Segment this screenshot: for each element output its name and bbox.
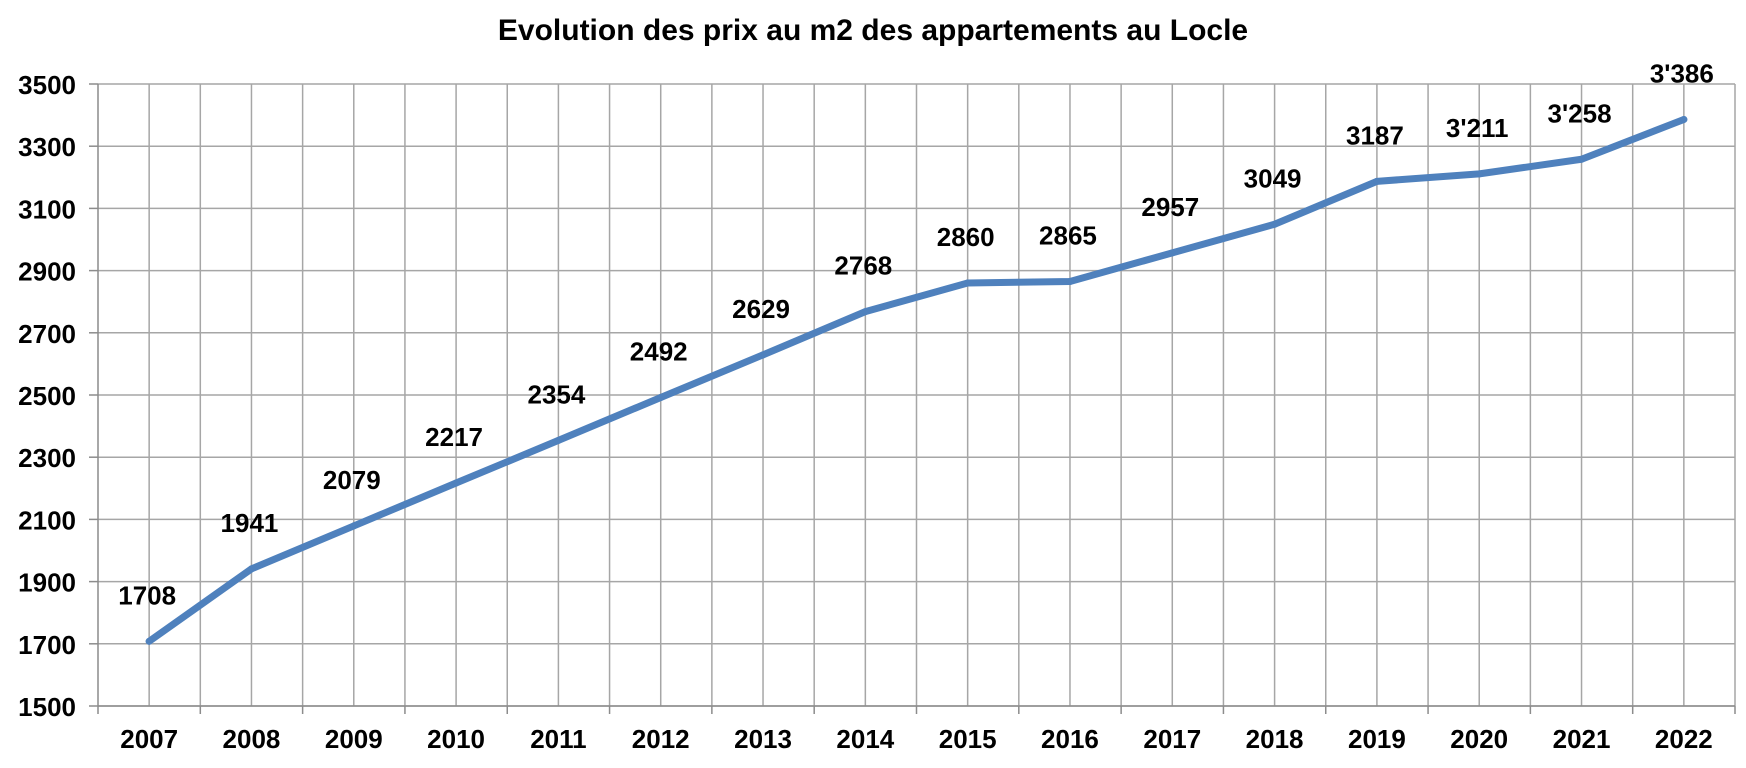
x-tick-label: 2008 <box>223 724 281 754</box>
data-label: 1708 <box>118 580 176 610</box>
data-point <box>1271 220 1279 228</box>
x-tick-label: 2010 <box>427 724 485 754</box>
data-label: 2768 <box>834 251 892 281</box>
y-tick-label: 2300 <box>18 443 76 473</box>
data-label: 2860 <box>937 222 995 252</box>
data-label: 2865 <box>1039 220 1097 250</box>
data-label: 3187 <box>1346 120 1404 150</box>
x-tick-label: 2022 <box>1655 724 1713 754</box>
data-point <box>861 308 869 316</box>
data-point <box>1066 277 1074 285</box>
data-point <box>1168 249 1176 257</box>
y-tick-label: 3500 <box>18 70 76 100</box>
data-label: 2217 <box>425 422 483 452</box>
data-point <box>452 479 460 487</box>
x-tick-label: 2020 <box>1450 724 1508 754</box>
data-label: 2957 <box>1141 192 1199 222</box>
data-label: 1941 <box>221 508 279 538</box>
y-tick-label: 3300 <box>18 132 76 162</box>
data-label: 3'211 <box>1446 113 1509 143</box>
x-tick-label: 2013 <box>734 724 792 754</box>
data-label: 2492 <box>630 336 688 366</box>
x-tick-label: 2017 <box>1143 724 1201 754</box>
data-point <box>1680 115 1688 123</box>
data-label: 2079 <box>323 465 381 495</box>
x-tick-label: 2015 <box>939 724 997 754</box>
data-label: 3'258 <box>1548 98 1612 128</box>
data-point <box>247 565 255 573</box>
y-tick-label: 1500 <box>18 692 76 722</box>
series-line <box>145 115 1688 645</box>
data-point <box>964 279 972 287</box>
y-tick-label: 2700 <box>18 319 76 349</box>
x-tick-label: 2012 <box>632 724 690 754</box>
data-point <box>1373 177 1381 185</box>
x-tick-label: 2018 <box>1246 724 1304 754</box>
data-point <box>1475 170 1483 178</box>
data-point <box>657 393 665 401</box>
y-tick-label: 3100 <box>18 194 76 224</box>
y-tick-label: 1900 <box>18 568 76 598</box>
data-point <box>1578 155 1586 163</box>
x-tick-label: 2019 <box>1348 724 1406 754</box>
chart-title: Evolution des prix au m2 des appartement… <box>497 14 1249 47</box>
y-tick-label: 2100 <box>18 505 76 535</box>
x-tick-label: 2007 <box>120 724 178 754</box>
y-tick-label: 2500 <box>18 381 76 411</box>
y-tick-label: 1700 <box>18 630 76 660</box>
data-point <box>759 351 767 359</box>
x-tick-label: 2009 <box>325 724 383 754</box>
data-label: 2354 <box>527 379 585 409</box>
data-label: 3'386 <box>1650 58 1714 88</box>
data-point <box>145 637 153 645</box>
x-tick-label: 2016 <box>1041 724 1099 754</box>
data-point <box>554 436 562 444</box>
x-tick-label: 2014 <box>836 724 894 754</box>
x-tick-label: 2011 <box>530 724 586 754</box>
data-point <box>350 522 358 530</box>
y-tick-label: 2900 <box>18 257 76 287</box>
data-label: 2629 <box>732 294 790 324</box>
data-label: 3049 <box>1244 163 1302 193</box>
x-tick-label: 2021 <box>1553 724 1611 754</box>
